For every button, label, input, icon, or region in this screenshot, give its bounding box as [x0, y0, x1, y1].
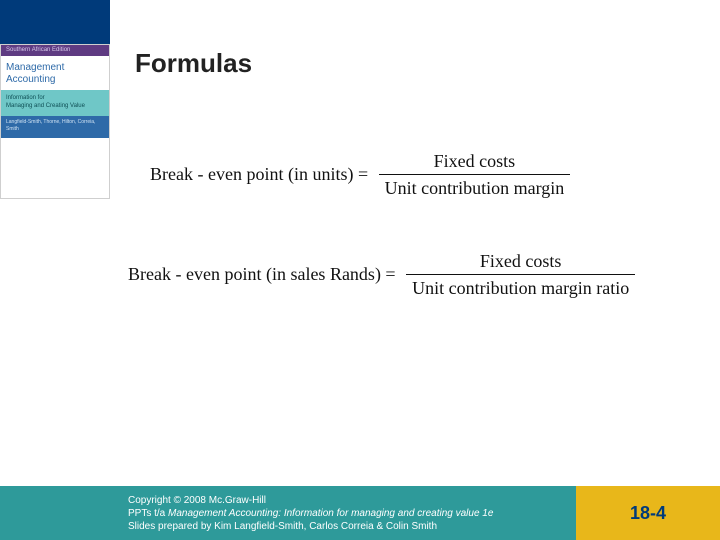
footer-copyright: Copyright © 2008 Mc.Graw-Hill: [128, 494, 566, 507]
formula2-lhs: Break - even point (in sales Rands) =: [128, 264, 400, 284]
formula2-denominator: Unit contribution margin ratio: [406, 275, 635, 299]
footer-source-title: Management Accounting: Information for m…: [168, 508, 493, 519]
footer-source-pre: PPTs t/a: [128, 508, 168, 519]
formula2-fraction: Fixed costs Unit contribution margin rat…: [406, 250, 635, 299]
formula-break-even-rands: Break - even point (in sales Rands) = Fi…: [128, 250, 635, 299]
formula1-denominator: Unit contribution margin: [379, 175, 571, 199]
formula1-fraction: Fixed costs Unit contribution margin: [379, 150, 571, 199]
book-title-block: Management Accounting: [1, 56, 109, 88]
book-edition: Southern African Edition: [1, 45, 109, 56]
footer-credits: Copyright © 2008 Mc.Graw-Hill PPTs t/a M…: [0, 486, 576, 540]
book-subtitle-block: Information for Managing and Creating Va…: [1, 90, 109, 116]
top-accent-bar: [0, 0, 110, 44]
formula-break-even-units: Break - even point (in units) = Fixed co…: [150, 150, 570, 199]
book-cover-thumbnail: Southern African Edition Management Acco…: [0, 44, 110, 199]
book-title-line2: Accounting: [6, 74, 104, 86]
footer-copyright-pre: Copyright: [128, 495, 174, 506]
formula1-lhs: Break - even point (in units) =: [150, 164, 373, 184]
slide-footer: Copyright © 2008 Mc.Graw-Hill PPTs t/a M…: [0, 486, 720, 540]
book-subtitle-line2: Managing and Creating Value: [6, 102, 104, 110]
footer-copyright-symbol: ©: [174, 495, 181, 506]
book-title-line1: Management: [6, 62, 104, 74]
slide-title: Formulas: [135, 48, 252, 79]
footer-preparers: Slides prepared by Kim Langfield-Smith, …: [128, 520, 566, 533]
book-subtitle-line1: Information for: [6, 94, 104, 102]
book-authors: Langfield-Smith, Thorne, Hilton, Correia…: [1, 116, 109, 138]
slide-number: 18-4: [576, 486, 720, 540]
footer-copyright-post: 2008 Mc.Graw-Hill: [181, 495, 266, 506]
formula2-numerator: Fixed costs: [406, 250, 635, 275]
footer-source: PPTs t/a Management Accounting: Informat…: [128, 507, 566, 520]
formula1-numerator: Fixed costs: [379, 150, 571, 175]
